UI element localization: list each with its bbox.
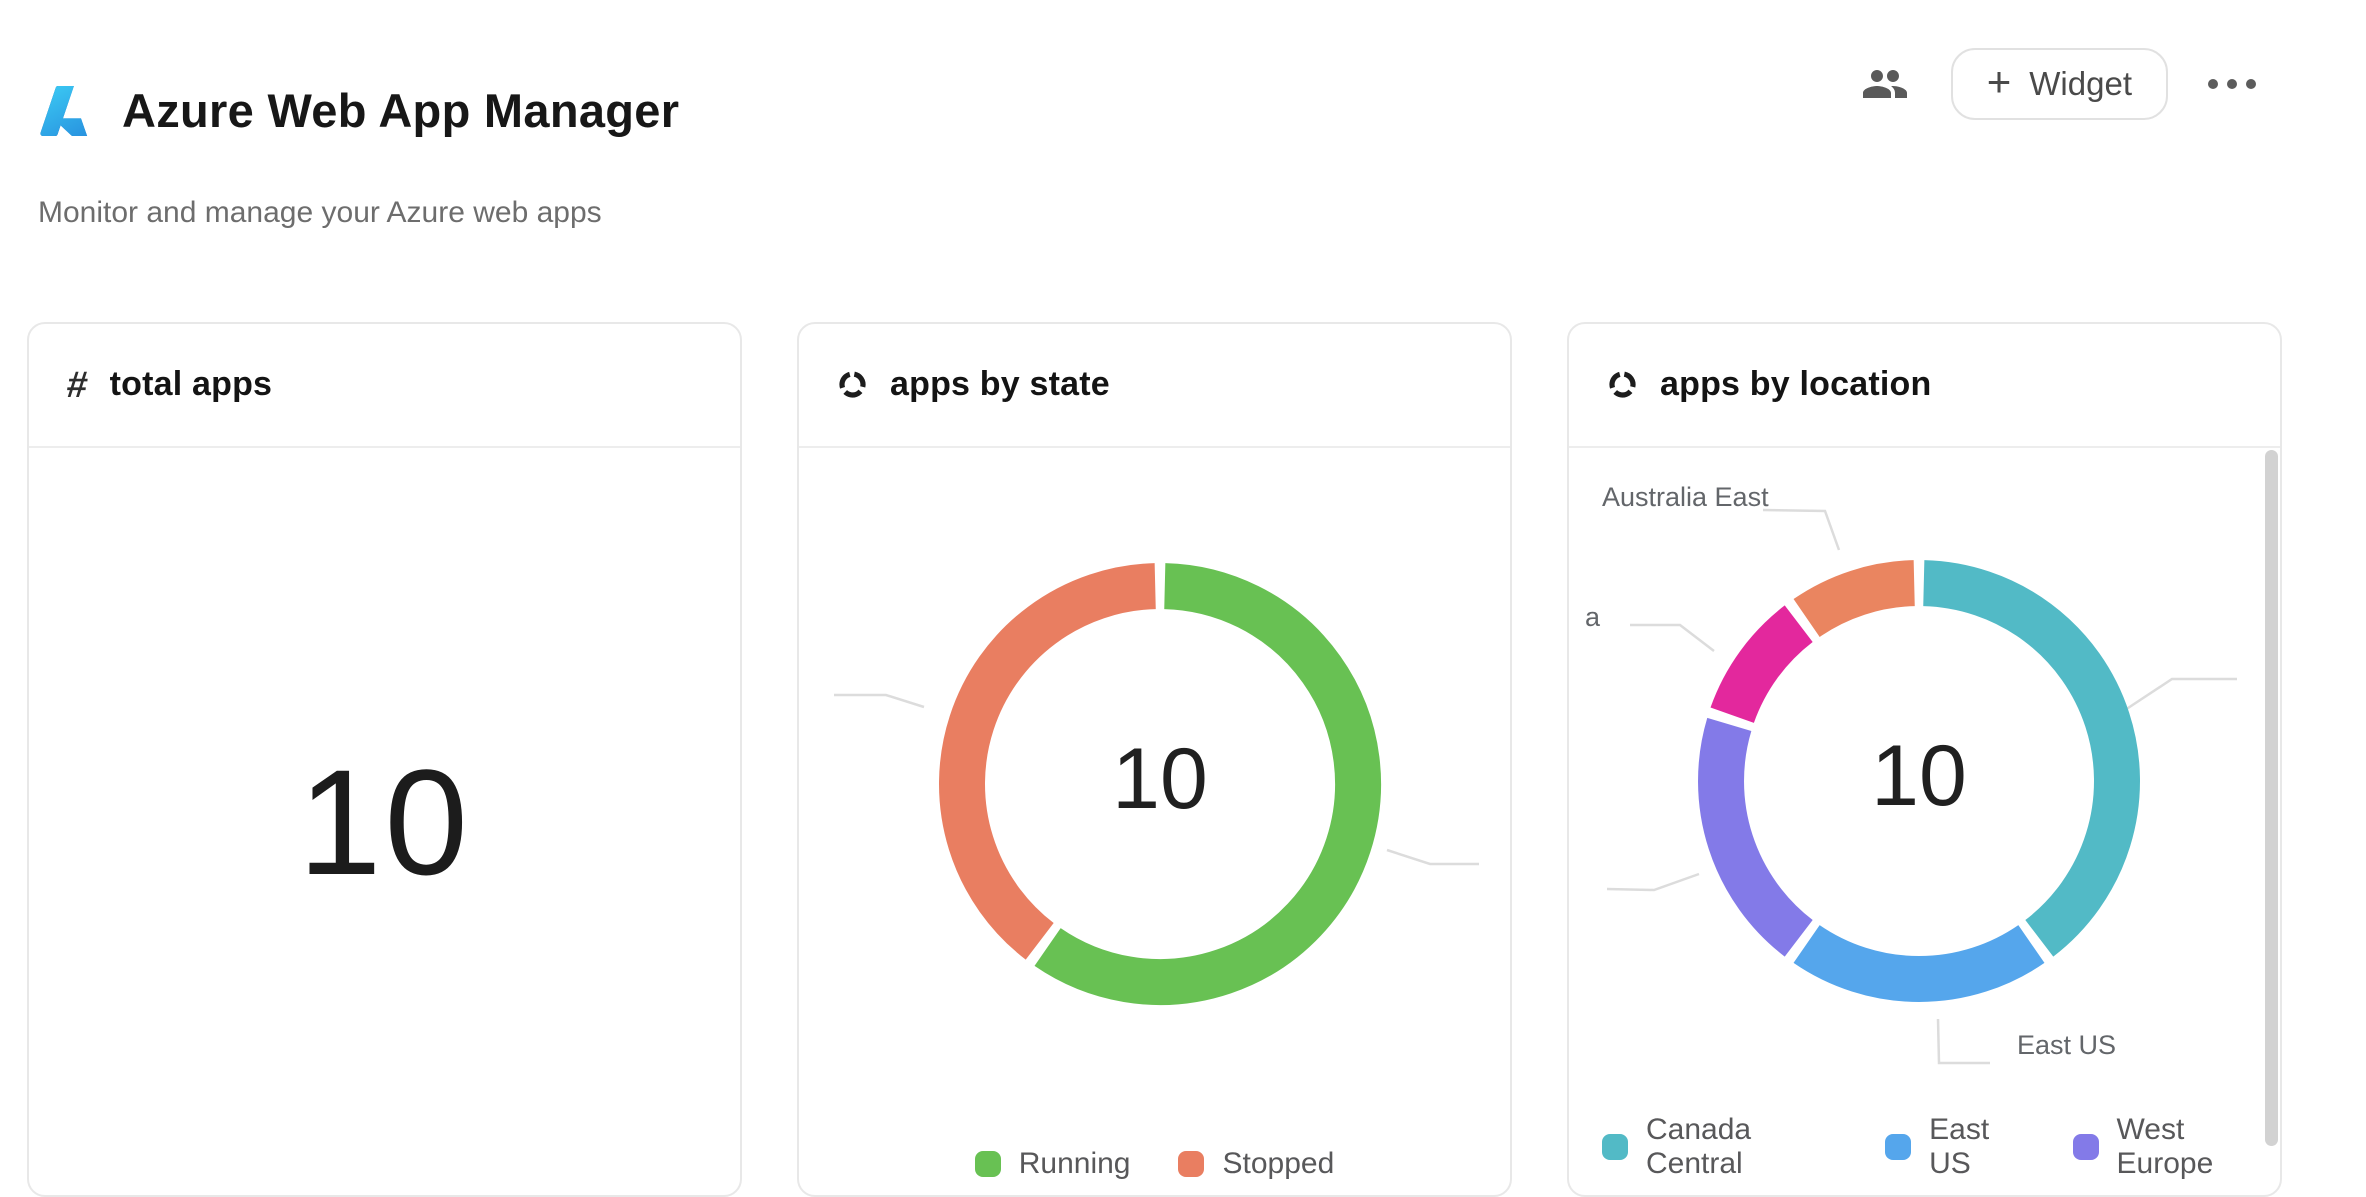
- legend-swatch: [1178, 1150, 1205, 1177]
- donut-chart-icon: [1607, 369, 1638, 400]
- card-apps-by-state: apps by state 10 Running Stopped: [797, 321, 1512, 1197]
- card-apps-by-location: apps by location Australia East a East U…: [1567, 321, 2282, 1197]
- card-body: 10 Running Stopped: [799, 448, 1510, 1195]
- donut-chart-icon: [837, 369, 868, 400]
- card-body: Australia East a East US 10 Canada Centr…: [1569, 448, 2280, 1195]
- azure-logo-icon: [38, 82, 96, 140]
- card-title: total apps: [109, 365, 273, 404]
- ellipsis-dot: [2246, 79, 2256, 89]
- donut-chart-apps-by-location: [1606, 508, 2237, 1065]
- page-title: Azure Web App Manager: [122, 84, 680, 138]
- donut-segment-running[interactable]: [1034, 563, 1382, 1005]
- legend-item-stopped[interactable]: Stopped: [1178, 1147, 1334, 1181]
- add-widget-label: Widget: [2029, 65, 2132, 102]
- total-apps-value-wrap: 10: [29, 448, 740, 1195]
- legend-swatch: [1602, 1133, 1628, 1160]
- ellipsis-dot: [2227, 79, 2237, 89]
- donut-center-value: 10: [1871, 727, 1967, 824]
- legend-apps-by-state: Running Stopped: [799, 1147, 1510, 1181]
- cards-row: # total apps 10 apps by state 10 Running…: [27, 321, 2366, 1197]
- legend-swatch: [2072, 1133, 2099, 1160]
- ellipsis-dot: [2208, 79, 2218, 89]
- card-title: apps by location: [1660, 365, 1932, 404]
- hash-icon: #: [64, 363, 90, 405]
- ellipsis-menu-button[interactable]: [2204, 69, 2260, 99]
- add-widget-button[interactable]: + Widget: [1950, 48, 2168, 120]
- app-header: Azure Web App Manager Monitor and manage…: [0, 0, 2366, 230]
- legend-label: West Europe: [2116, 1112, 2214, 1180]
- donut-center-value: 10: [1112, 730, 1208, 827]
- card-total-apps: # total apps 10: [27, 321, 742, 1197]
- users-icon[interactable]: [1855, 54, 1915, 114]
- plus-icon: +: [1986, 58, 2012, 105]
- chart-leader-line: [1606, 872, 1700, 892]
- card-header: apps by state: [799, 324, 1510, 448]
- chart-label-east-us: East US: [2017, 1029, 2117, 1060]
- scrollbar-thumb[interactable]: [2265, 449, 2278, 1146]
- total-apps-value: 10: [298, 737, 471, 906]
- chart-label-truncated: a: [1585, 601, 1601, 632]
- header-actions: + Widget: [1855, 48, 2260, 120]
- donut-segment-east-us[interactable]: [1793, 924, 2045, 1002]
- donut-segment-a[interactable]: [1710, 605, 1814, 724]
- legend-item-east-us[interactable]: East US: [1885, 1113, 2032, 1181]
- chart-leader-line: [834, 693, 925, 709]
- donut-chart-apps-by-state: [834, 563, 1479, 1005]
- donut-segment-canada-central[interactable]: [1923, 560, 2140, 957]
- chart-leader-line: [2121, 677, 2237, 714]
- brand-row: Azure Web App Manager: [38, 52, 2366, 170]
- legend-item-west-europe[interactable]: West Europe: [2072, 1112, 2280, 1181]
- legend-item-running[interactable]: Running: [974, 1146, 1131, 1181]
- legend-item-canada-central[interactable]: Canada Central: [1602, 1113, 1845, 1181]
- card-body: 10: [29, 448, 740, 1195]
- donut-segment-australia-east[interactable]: [1793, 560, 1916, 638]
- card-title: apps by state: [890, 365, 1110, 404]
- chart-leader-line: [1386, 848, 1479, 866]
- legend-apps-by-location: Canada Central East US West Europe: [1569, 1113, 2280, 1181]
- donut-segment-stopped[interactable]: [939, 563, 1156, 960]
- card-header: apps by location: [1569, 324, 2280, 448]
- chart-label-australia-east: Australia East: [1602, 481, 1769, 512]
- legend-label: Running: [1018, 1146, 1131, 1180]
- chart-leader-line: [1936, 1018, 1990, 1065]
- page-subtitle: Monitor and manage your Azure web apps: [38, 195, 602, 229]
- legend-swatch: [1885, 1133, 1912, 1160]
- legend-label: Stopped: [1222, 1146, 1335, 1180]
- donut-segment-west-europe[interactable]: [1698, 717, 1814, 957]
- chart-leader-line: [1630, 623, 1715, 652]
- legend-label: East US: [1929, 1112, 1990, 1180]
- card-header: # total apps: [29, 324, 740, 448]
- legend-swatch: [974, 1150, 1001, 1177]
- legend-label: Canada Central: [1646, 1112, 1752, 1180]
- chart-leader-line: [1762, 508, 1841, 551]
